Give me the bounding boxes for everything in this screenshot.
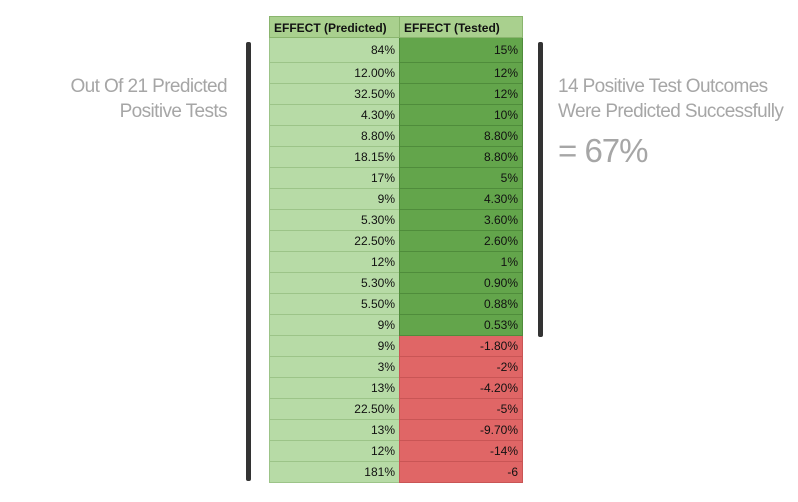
table-cell: 12%: [269, 441, 400, 462]
table-cell: 8.80%: [399, 126, 523, 147]
table-cell: 12%: [399, 63, 523, 84]
table-cell: 2.60%: [399, 231, 523, 252]
note-line: Out Of 21 Predicted: [70, 76, 227, 97]
table-cell: 12%: [399, 84, 523, 105]
right-bracket: [538, 42, 543, 337]
table-cell: 5%: [399, 168, 523, 189]
table-cell: 8.80%: [399, 147, 523, 168]
table-cell: 84%: [269, 38, 400, 63]
note-line: 14 Positive Test Outcomes: [558, 76, 768, 97]
table-cell: 4.30%: [399, 189, 523, 210]
result: = 67%: [558, 132, 648, 169]
table-cell: 32.50%: [269, 84, 400, 105]
table-cell: 0.90%: [399, 273, 523, 294]
table-cell: 15%: [399, 38, 523, 63]
table-cell: 1%: [399, 252, 523, 273]
table-cell: -1.80%: [399, 336, 523, 357]
table-cell: 13%: [269, 378, 400, 399]
table-cell: 3.60%: [399, 210, 523, 231]
right-note: 14 Positive Test Outcomes Were Predicted…: [558, 74, 784, 124]
table-cell: 9%: [269, 315, 400, 336]
table-cell: 22.50%: [269, 399, 400, 420]
table-cell: -2%: [399, 357, 523, 378]
table-cell: 12%: [269, 252, 400, 273]
table-cell: 181%: [269, 462, 400, 483]
table-cell: -14%: [399, 441, 523, 462]
table-cell: 9%: [269, 336, 400, 357]
table-cell: -9.70%: [399, 420, 523, 441]
table-cell: 5.30%: [269, 210, 400, 231]
table-cell: 3%: [269, 357, 400, 378]
table-cell: -4.20%: [399, 378, 523, 399]
column-header: EFFECT (Predicted): [269, 16, 400, 38]
note-line: Positive Tests: [119, 101, 228, 122]
table-cell: 0.53%: [399, 315, 523, 336]
table-cell: 4.30%: [269, 105, 400, 126]
table-cell: 12.00%: [269, 63, 400, 84]
table-cell: 5.50%: [269, 294, 400, 315]
table-cell: 17%: [269, 168, 400, 189]
table-cell: 5.30%: [269, 273, 400, 294]
table-cell: -5%: [399, 399, 523, 420]
table-cell: 9%: [269, 189, 400, 210]
table-cell: 18.15%: [269, 147, 400, 168]
table-cell: 13%: [269, 420, 400, 441]
column-header: EFFECT (Tested): [399, 16, 523, 38]
note-line: Were Predicted Successfully: [558, 101, 784, 122]
left-note: Out Of 21 Predicted Positive Tests: [70, 74, 227, 124]
table-cell: 0.88%: [399, 294, 523, 315]
table-cell: 22.50%: [269, 231, 400, 252]
left-bracket: [246, 42, 251, 481]
table-cell: -6: [399, 462, 523, 483]
table-cell: 8.80%: [269, 126, 400, 147]
table-cell: 10%: [399, 105, 523, 126]
